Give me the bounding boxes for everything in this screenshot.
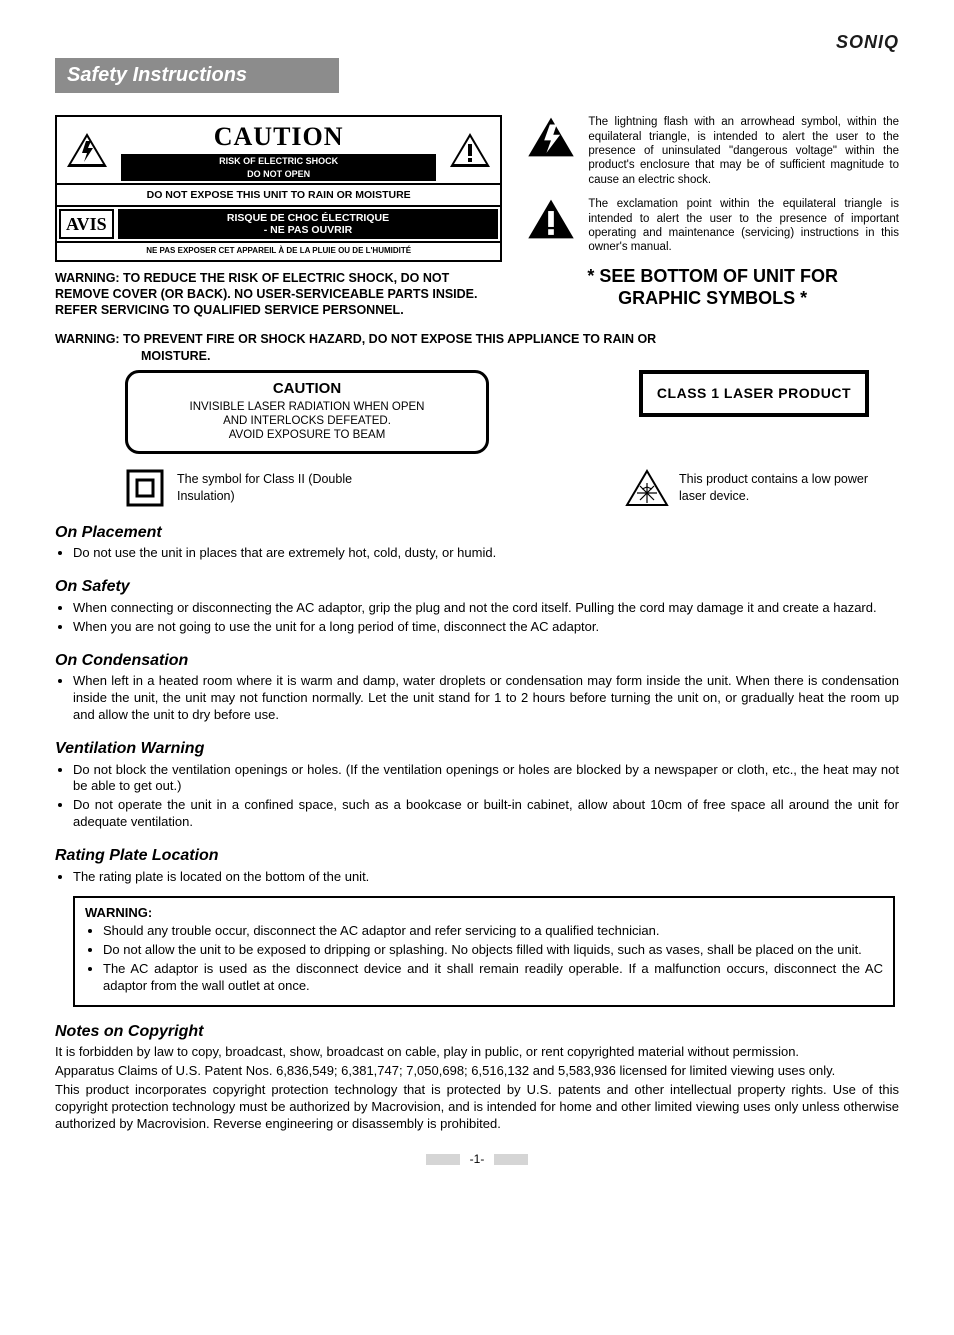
double-insulation-block: The symbol for Class II (Double Insulati… [125,468,367,508]
expose-text: DO NOT EXPOSE THIS UNIT TO RAIN OR MOIST… [57,185,500,205]
warning-moisture-line: WARNING: TO PREVENT FIRE OR SHOCK HAZARD… [55,331,899,365]
page-number: -1- [464,1151,491,1167]
do-not-open-text: DO NOT OPEN [123,168,434,180]
lightning-symbol-text: The lightning flash with an arrowhead sy… [588,115,899,187]
warning-inset-box: WARNING: Should any trouble occur, disco… [73,896,895,1007]
on-condensation-list: When left in a heated room where it is w… [55,673,899,724]
caution-head-row: CAUTION RISK OF ELECTRIC SHOCK DO NOT OP… [57,117,500,184]
laser-device-block: This product contains a low power laser … [625,468,879,508]
footer-bar-right [494,1154,528,1165]
page-footer: -1- [55,1151,899,1168]
top-row: CAUTION RISK OF ELECTRIC SHOCK DO NOT OP… [55,115,899,318]
see-bottom-heading: * SEE BOTTOM OF UNIT FOR GRAPHIC SYMBOLS… [526,265,899,310]
on-placement-heading: On Placement [55,522,899,544]
list-item: When you are not going to use the unit f… [73,619,899,636]
class1-laser-box: CLASS 1 LASER PRODUCT [639,370,869,417]
warning-moisture-line2: MOISTURE. [141,349,210,363]
footer-bar-left [426,1154,460,1165]
risk-text: RISK OF ELECTRIC SHOCK [123,155,434,167]
laser-warning-icon [625,468,669,508]
expose-row: DO NOT EXPOSE THIS UNIT TO RAIN OR MOIST… [57,185,500,207]
caution-laser-box: CAUTION INVISIBLE LASER RADIATION WHEN O… [125,370,489,453]
exclaim-symbol-row: The exclamation point within the equilat… [526,197,899,255]
exclaim-triangle-cell [440,117,500,182]
ventilation-warning-list: Do not block the ventilation openings or… [55,762,899,832]
list-item: Do not use the unit in places that are e… [73,545,899,562]
rating-plate-list: The rating plate is located on the botto… [55,869,899,886]
exclaim-triangle-icon [448,131,492,169]
double-insulation-icon [125,468,165,508]
list-item: Should any trouble occur, disconnect the… [103,923,883,940]
mid-row: CAUTION INVISIBLE LASER RADIATION WHEN O… [55,370,899,453]
brand-logo: SONIQ [55,30,899,54]
on-safety-list: When connecting or disconnecting the AC … [55,600,899,636]
on-placement-list: Do not use the unit in places that are e… [55,545,899,562]
mid-row-2: The symbol for Class II (Double Insulati… [55,468,899,508]
caution-box: CAUTION RISK OF ELECTRIC SHOCK DO NOT OP… [55,115,502,262]
warning-inset-list: Should any trouble occur, disconnect the… [85,923,883,995]
warning-inset-heading: WARNING: [85,904,883,922]
caution-laser-heading: CAUTION [142,379,472,399]
caution-laser-l3: AVOID EXPOSURE TO BEAM [229,429,386,441]
caution-laser-l2: AND INTERLOCKS DEFEATED. [223,415,391,427]
ne-pas-ouvrir-text: - NE PAS OUVRIR [264,224,352,236]
notes-copyright-heading: Notes on Copyright [55,1021,899,1043]
lightning-symbol-row: The lightning flash with an arrowhead sy… [526,115,899,187]
see-bottom-line1: * SEE BOTTOM OF UNIT FOR [587,266,838,286]
laser-device-text: This product contains a low power laser … [679,471,879,505]
list-item: When connecting or disconnecting the AC … [73,600,899,617]
caution-mid: CAUTION RISK OF ELECTRIC SHOCK DO NOT OP… [117,117,440,182]
double-insulation-text: The symbol for Class II (Double Insulati… [177,471,367,505]
page: SONIQ Safety Instructions CAUTION RISK O… [0,0,954,1335]
on-safety-heading: On Safety [55,576,899,598]
on-condensation-heading: On Condensation [55,650,899,672]
exclaim-symbol-text: The exclamation point within the equilat… [588,197,899,255]
notes-p3: This product incorporates copyright prot… [55,1082,899,1133]
list-item: Do not operate the unit in a confined sp… [73,797,899,831]
list-item: Do not allow the unit to be exposed to d… [103,942,883,959]
rating-plate-heading: Rating Plate Location [55,845,899,867]
avis-text: RISQUE DE CHOC ÉLECTRIQUE - NE PAS OUVRI… [118,209,499,239]
lightning-triangle-cell [57,117,117,182]
warning-moisture-line1: WARNING: TO PREVENT FIRE OR SHOCK HAZARD… [55,332,656,346]
ne-pas-exposer-text: NE PAS EXPOSER CET APPAREIL À DE LA PLUI… [57,241,500,260]
lightning-symbol-icon [526,115,576,164]
caution-word: CAUTION [121,119,436,154]
right-column: The lightning flash with an arrowhead sy… [526,115,899,318]
avis-label: AVIS [59,209,114,239]
ventilation-warning-heading: Ventilation Warning [55,738,899,760]
left-column: CAUTION RISK OF ELECTRIC SHOCK DO NOT OP… [55,115,502,318]
list-item: Do not block the ventilation openings or… [73,762,899,796]
warning-block-text: WARNING: TO REDUCE THE RISK OF ELECTRIC … [55,270,502,319]
risque-text: RISQUE DE CHOC ÉLECTRIQUE [227,212,389,224]
list-item: The AC adaptor is used as the disconnect… [103,961,883,995]
caution-laser-l1: INVISIBLE LASER RADIATION WHEN OPEN [190,401,425,413]
section-title: Safety Instructions [55,58,339,93]
notes-p2: Apparatus Claims of U.S. Patent Nos. 6,8… [55,1063,899,1080]
list-item: When left in a heated room where it is w… [73,673,899,724]
notes-p1: It is forbidden by law to copy, broadcas… [55,1044,899,1061]
see-bottom-line2: GRAPHIC SYMBOLS * [618,288,807,308]
lightning-triangle-icon [65,131,109,169]
avis-row: AVIS RISQUE DE CHOC ÉLECTRIQUE - NE PAS … [57,207,500,241]
exclaim-symbol-icon [526,197,576,246]
list-item: The rating plate is located on the botto… [73,869,899,886]
caution-laser-body: INVISIBLE LASER RADIATION WHEN OPEN AND … [142,400,472,443]
